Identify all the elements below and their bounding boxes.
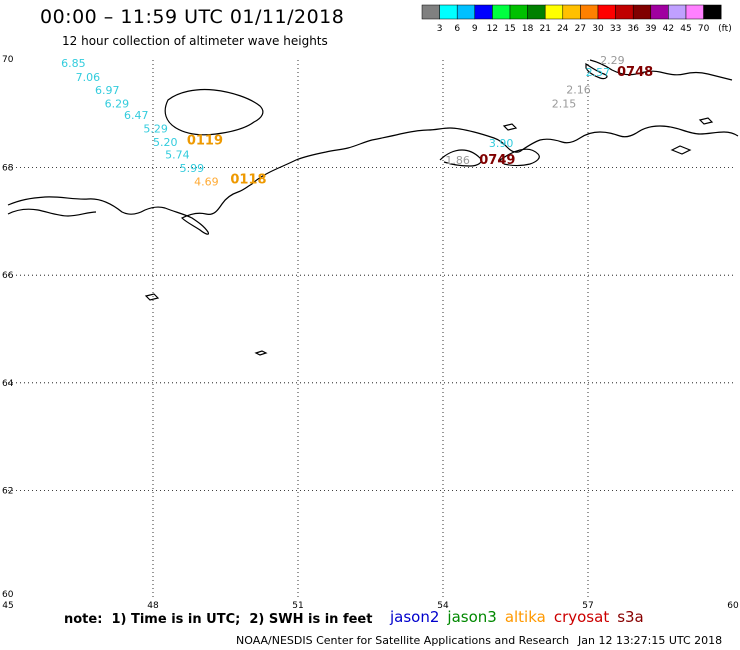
pass-time-label: 0748 [617, 65, 653, 80]
wave-height-label: 2.15 [552, 97, 577, 110]
legend-label: 42 [663, 24, 674, 34]
island-small-4 [502, 123, 518, 131]
lat-tick-label: 68 [2, 164, 14, 174]
legend-label: 45 [680, 24, 691, 34]
lon-tick-label: 48 [147, 601, 159, 611]
island-small-3 [670, 145, 692, 155]
wave-height-label: 6.47 [124, 109, 149, 122]
coastline [7, 59, 739, 356]
pass-time-label: 0749 [479, 153, 515, 168]
wave-height-label: 7.06 [76, 71, 101, 84]
footnote: note: 1) Time is in UTC; 2) SWH is in fe… [64, 612, 373, 627]
satellite-name-cryosat: cryosat [553, 608, 610, 626]
pass-labels: 0119 0118 0748 0749 [187, 65, 653, 188]
legend-label: 18 [522, 24, 534, 34]
lat-tick-label: 64 [2, 379, 14, 389]
legend-label: 15 [504, 24, 515, 34]
coastline-bay [499, 148, 540, 167]
legend-swatch [703, 4, 722, 20]
wave-height-label: 2.16 [566, 83, 591, 96]
legend-label: 70 [698, 24, 710, 34]
lon-tick-label: 54 [437, 601, 449, 611]
satellite-name-jason3: jason3 [447, 608, 497, 626]
satellite-name-jason2: jason2 [390, 608, 440, 626]
legend-label: 30 [592, 24, 604, 34]
legend-label: 39 [645, 24, 657, 34]
wave-height-label: 6.29 [105, 97, 129, 110]
legend-label: 27 [575, 24, 586, 34]
wave-height-label: 6.97 [95, 84, 120, 97]
wave-height-label: 3.90 [489, 137, 513, 150]
lat-tick-label: 66 [2, 271, 14, 281]
axis-ticks: 45 48 51 54 57 60 70 68 66 64 62 60 [2, 55, 739, 611]
lat-tick-label: 70 [2, 55, 14, 65]
coastline-west [7, 208, 97, 217]
lon-tick-label: 60 [727, 601, 739, 611]
legend-label: 21 [539, 24, 550, 34]
legend-label: 24 [557, 24, 569, 34]
map-grid [8, 60, 733, 598]
island-small-5 [698, 117, 714, 125]
legend-label: 9 [472, 24, 478, 34]
wave-height-label: 5.74 [165, 148, 190, 161]
island-small-1 [144, 293, 160, 301]
wave-height-label: 1.86 [445, 154, 470, 167]
wave-height-label: 5.99 [180, 162, 205, 175]
novaya-zemlya-south [589, 59, 733, 81]
wave-height-label: 6.85 [61, 57, 86, 70]
coastline-pechora [439, 149, 482, 167]
legend-label: 6 [454, 24, 460, 34]
credit-line: NOAA/NESDIS Center for Satellite Applica… [236, 634, 570, 647]
kolguev-island [164, 88, 264, 136]
legend-unit: (ft) [718, 24, 732, 34]
color-legend: 3 6 9 12 15 18 21 24 27 30 33 36 39 42 45 70 (ft) [421, 4, 732, 34]
legend-label: 33 [610, 24, 621, 34]
lat-tick-label: 60 [2, 590, 14, 600]
vaygach-island [585, 62, 608, 80]
lat-tick-label: 62 [2, 486, 13, 496]
legend-label: 36 [627, 24, 639, 34]
lon-tick-label: 45 [2, 601, 13, 611]
wave-height-label: 2.29 [600, 54, 625, 67]
legend-label: 3 [437, 24, 443, 34]
wave-height-label: 4.69 [194, 175, 219, 188]
page-subtitle: 12 hour collection of altimeter wave hei… [62, 34, 328, 48]
satellite-legend: jason2 jason3 altika cryosat s3a [390, 608, 652, 626]
lon-tick-label: 51 [292, 601, 303, 611]
legend-label: 12 [487, 24, 498, 34]
island-small-2 [254, 350, 268, 356]
satellite-name-altika: altika [504, 608, 546, 626]
pass-time-label: 0119 [187, 133, 223, 148]
timestamp: Jan 12 13:27:15 UTC 2018 [578, 634, 723, 647]
observation-labels: 6.857.066.976.296.475.295.205.745.994.69… [61, 54, 624, 189]
wave-height-label: 2.57 [586, 66, 611, 79]
pass-time-label: 0118 [230, 173, 266, 188]
lon-tick-label: 57 [582, 601, 593, 611]
satellite-name-s3a: s3a [617, 608, 644, 626]
wave-height-label: 5.29 [143, 123, 168, 136]
page-title: 00:00 – 11:59 UTC 01/11/2018 [40, 6, 345, 28]
coastline-main [7, 125, 739, 235]
wave-height-label: 5.20 [153, 136, 178, 149]
